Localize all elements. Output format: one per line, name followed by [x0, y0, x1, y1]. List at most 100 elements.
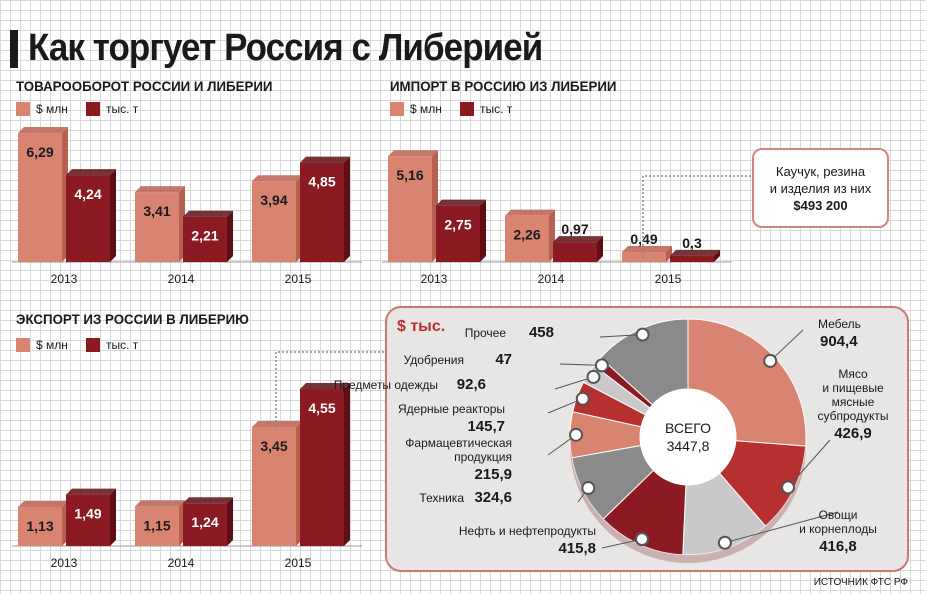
pie-label-name: Удобрения — [404, 353, 464, 367]
bar-top-face — [183, 497, 233, 504]
bar-value-label: 3,94 — [260, 192, 287, 208]
turnover-chart-title: ТОВАРООБОРОТ РОССИИ И ЛИБЕРИИ — [16, 78, 273, 94]
bar-tons — [670, 255, 714, 262]
bar-usd — [18, 133, 62, 262]
bar-value-label: 2,26 — [513, 227, 540, 243]
pie-leader-line — [599, 334, 643, 338]
legend-tons-label: тыс. т — [480, 102, 513, 116]
bar-top-face — [622, 245, 672, 252]
legend-usd-label: $ млн — [36, 338, 68, 352]
bar-value-label: 1,24 — [191, 514, 218, 530]
bar-tons — [183, 503, 227, 546]
pie-marker-dot — [763, 353, 778, 368]
bar-value-label: 3,41 — [143, 203, 170, 219]
bar-value-label: 1,49 — [74, 506, 101, 522]
bar-top-face — [183, 210, 233, 217]
pie-label-value: 215,9 — [474, 466, 512, 483]
pie-label-value: 415,8 — [558, 540, 596, 557]
x-tick-label: 2013 — [51, 556, 78, 570]
bar-usd — [135, 192, 179, 262]
legend-usd-swatch — [390, 102, 404, 116]
pie-marker-dot — [581, 481, 596, 496]
bar-tons — [66, 175, 110, 262]
title-accent-bar — [10, 30, 18, 68]
bar-usd — [505, 215, 549, 262]
pie-connector — [275, 351, 385, 430]
pie-label-name: Овощи — [819, 508, 858, 522]
bar-value-label: 5,16 — [396, 167, 423, 183]
bar-side-face — [110, 488, 116, 546]
bar-top-face — [553, 236, 603, 243]
pie-marker-dot — [635, 327, 650, 342]
legend-usd-label: $ млн — [36, 102, 68, 116]
pie-leader-line — [769, 329, 804, 362]
pie-label-value: 145,7 — [467, 418, 505, 435]
bar-side-face — [110, 169, 116, 262]
bar-top-face — [300, 383, 350, 390]
bar-usd — [18, 507, 62, 546]
bar-top-face — [252, 175, 302, 182]
bar-value-label: 1,13 — [26, 518, 53, 534]
x-tick-label: 2013 — [51, 272, 78, 286]
callout-connector — [642, 175, 752, 258]
x-tick-label: 2015 — [655, 272, 682, 286]
callout-amount: $493 200 — [793, 197, 848, 213]
bar-tons — [300, 389, 344, 546]
bar-value-label: 4,55 — [308, 400, 335, 416]
bar-side-face — [344, 156, 350, 262]
bar-top-face — [388, 150, 438, 157]
pie-marker-dot — [575, 391, 590, 406]
legend-tons-swatch — [86, 102, 100, 116]
pie-label-name: Мебель — [818, 317, 861, 331]
pie-label-name: и пищевые — [822, 381, 884, 395]
bar-side-face — [344, 383, 350, 546]
legend-tons-swatch — [460, 102, 474, 116]
pie-leader-line — [724, 511, 839, 544]
legend-usd-swatch — [16, 338, 30, 352]
bar-top-face — [66, 488, 116, 495]
bar-value-label: 2,21 — [191, 228, 218, 244]
x-tick-label: 2013 — [421, 272, 448, 286]
bar-usd — [252, 181, 296, 262]
bar-tons — [553, 242, 597, 262]
page-title: Как торгует Россия с Либерией — [28, 27, 543, 69]
pie-label-value: 904,4 — [820, 333, 858, 350]
export-chart-title: ЭКСПОРТ ИЗ РОССИИ В ЛИБЕРИЮ — [16, 311, 249, 327]
pie-marker-dot — [717, 535, 732, 550]
legend-usd: $ млн — [16, 337, 68, 353]
legend-tons: тыс. т — [460, 101, 512, 117]
pie-leader-line — [787, 439, 831, 488]
legend-tons: тыс. т — [86, 101, 138, 117]
pie-label-name: Прочее — [465, 326, 507, 340]
pie-label-name: мясные — [832, 395, 875, 409]
bar-side-face — [480, 199, 486, 262]
bar-top-face — [670, 249, 720, 256]
bar-side-face — [227, 210, 233, 262]
bar-side-face — [227, 497, 233, 546]
legend-tons-swatch — [86, 338, 100, 352]
pie-label-name: Фармацевтическая — [405, 436, 512, 450]
bar-tons — [300, 162, 344, 262]
x-tick-label: 2014 — [168, 556, 195, 570]
bar-top-face — [300, 156, 350, 163]
bar-usd — [388, 156, 432, 262]
bar-value-label: 2,75 — [444, 217, 471, 233]
x-tick-label: 2014 — [168, 272, 195, 286]
legend-tons-label: тыс. т — [106, 338, 139, 352]
bar-top-face — [135, 186, 185, 193]
bar-tons — [183, 216, 227, 262]
bar-value-label: 0,3 — [682, 235, 702, 251]
pie-label-name: субпродукты — [817, 409, 888, 423]
bar-value-label: 0,97 — [561, 221, 588, 237]
legend-usd-swatch — [16, 102, 30, 116]
legend-usd: $ млн — [16, 101, 68, 117]
pie-marker-dot — [635, 532, 650, 547]
pie-label-value: 324,6 — [474, 489, 512, 506]
bar-value-label: 1,15 — [143, 517, 170, 533]
pie-label-value: 458 — [529, 324, 554, 341]
pie-label-name: продукция — [454, 450, 512, 464]
callout-line2: и изделия из них — [769, 180, 872, 196]
x-tick-label: 2015 — [285, 556, 312, 570]
pie-label-name: Нефть и нефтепродукты — [459, 524, 596, 538]
